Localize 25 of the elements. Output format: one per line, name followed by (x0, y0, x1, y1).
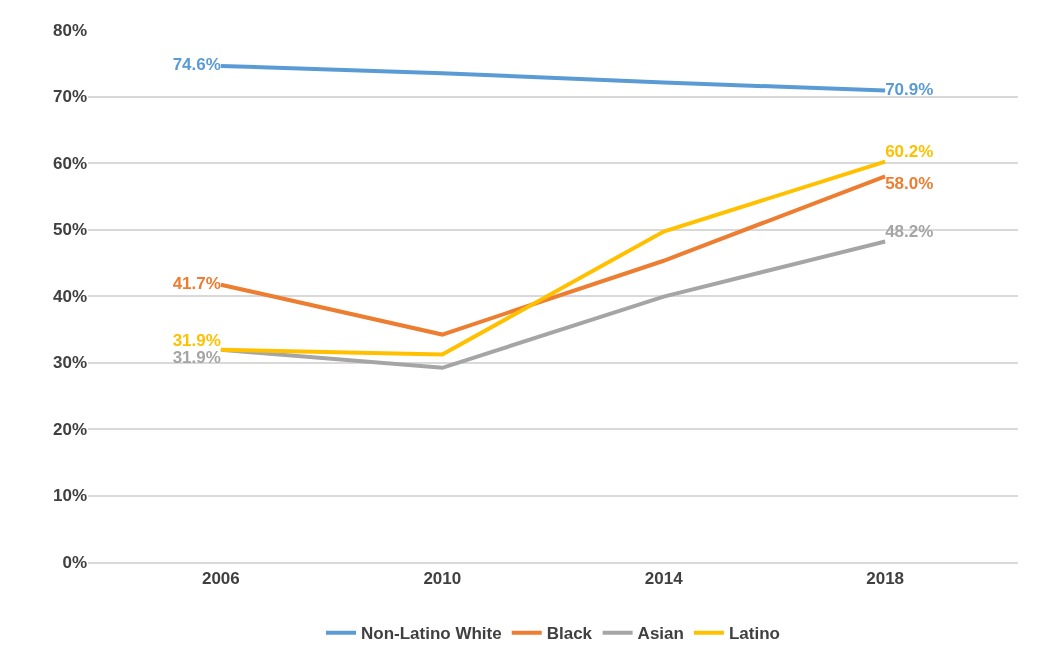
y-tick-label: 60% (52, 153, 87, 173)
legend-label: Black (546, 624, 593, 644)
data-label: 31.9% (172, 330, 221, 350)
y-tick-label: 40% (52, 286, 87, 306)
legend-label: Latino (728, 624, 780, 644)
data-label: 70.9% (885, 79, 934, 99)
data-label: 58.0% (885, 174, 934, 194)
data-label: 31.9% (172, 347, 221, 367)
y-tick-label: 0% (62, 552, 87, 572)
legend-label: Non-Latino White (361, 624, 502, 644)
x-tick-label: 2010 (423, 569, 462, 589)
data-label: 48.2% (885, 222, 934, 242)
data-label: 74.6% (172, 55, 221, 75)
x-tick-label: 2018 (866, 569, 905, 589)
y-tick-label: 20% (52, 419, 87, 439)
y-tick-label: 10% (52, 486, 87, 506)
y-tick-label: 70% (52, 87, 87, 107)
y-tick-label: 50% (52, 220, 87, 240)
x-tick-label: 2006 (201, 569, 240, 589)
y-tick-label: 30% (52, 353, 87, 373)
y-tick-label: 80% (52, 20, 87, 40)
legend-label: Asian (637, 624, 684, 644)
data-label: 41.7% (172, 273, 221, 293)
x-tick-label: 2014 (644, 569, 684, 589)
data-label: 60.2% (885, 142, 934, 162)
